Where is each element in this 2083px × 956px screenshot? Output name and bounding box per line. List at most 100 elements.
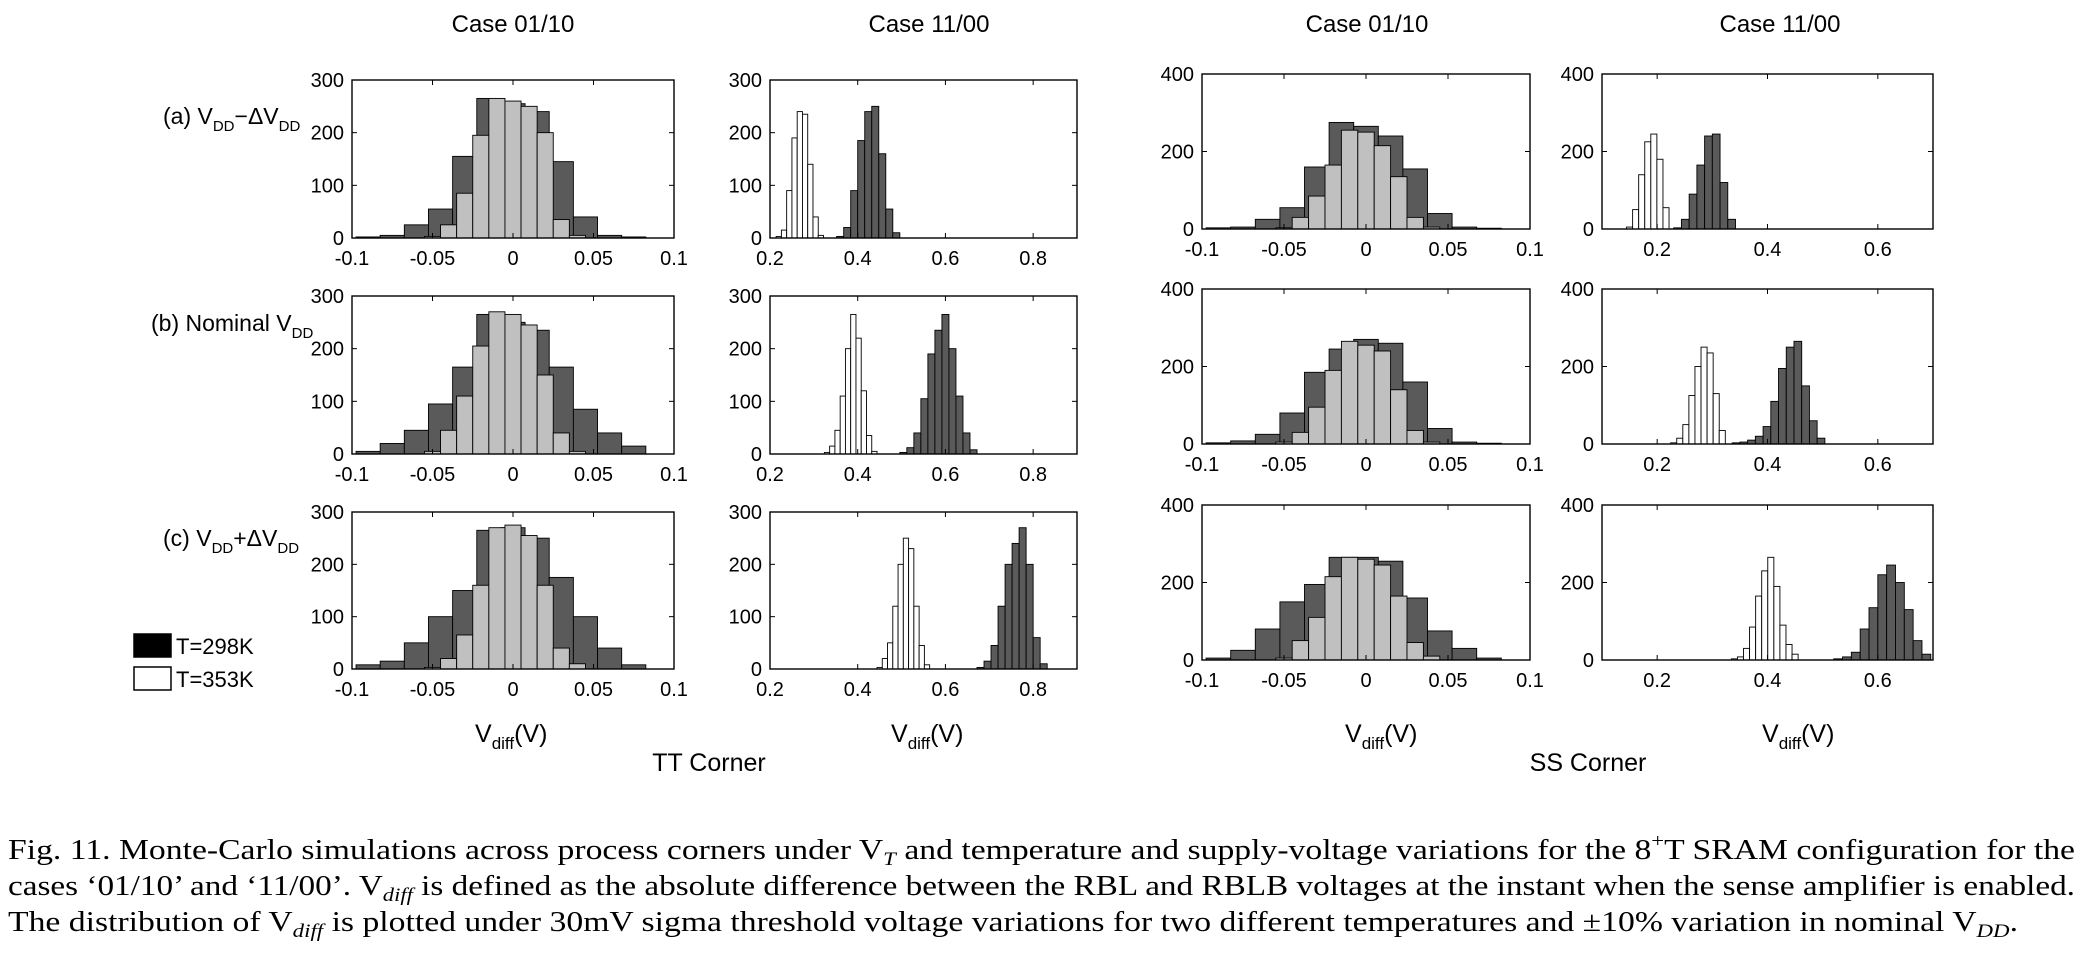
- y-tick-label: 300: [311, 70, 344, 92]
- bar-298k: [1254, 628, 1281, 661]
- x-tick-label: 0.1: [660, 464, 688, 486]
- x-tick-label: 0.1: [660, 248, 688, 270]
- bar-298k: [621, 445, 647, 455]
- x-tick-label: -0.1: [1185, 454, 1219, 476]
- plot-frame: [769, 295, 1078, 455]
- bar-353k: [520, 324, 538, 455]
- y-tick-label: 200: [1561, 573, 1594, 595]
- bar-298k: [1719, 182, 1729, 230]
- x-tick-label: 0.6: [932, 248, 960, 270]
- plot-frame: [769, 79, 1078, 239]
- col-title-ss-0110: Case 01/10: [1306, 11, 1429, 38]
- bar-298k: [906, 447, 915, 455]
- x-tick-label: 0.4: [844, 248, 872, 270]
- bar-298k: [934, 329, 943, 455]
- x-tick-label: 0.05: [1429, 239, 1468, 261]
- bar-353k: [1373, 145, 1392, 230]
- bar-298k: [1680, 218, 1690, 230]
- bar-353k: [536, 584, 554, 670]
- bar-353k: [918, 645, 925, 670]
- bar-353k: [520, 105, 538, 239]
- chart-tt-a-1100: 0 100 200 300 0.2 0.4 0.6 0.8: [729, 70, 1078, 270]
- legend-swatch-353k: [133, 666, 172, 691]
- bar-298k: [864, 111, 873, 239]
- plot-frame: [769, 511, 1078, 670]
- bar-353k: [456, 192, 474, 239]
- x-tick-label: 0.4: [1754, 454, 1782, 476]
- bar-298k: [1770, 400, 1779, 445]
- bar-353k: [807, 163, 814, 239]
- y-tick-label: 200: [311, 123, 344, 145]
- bar-353k: [1761, 570, 1769, 661]
- bar-298k: [920, 398, 929, 455]
- bar-298k: [1850, 651, 1861, 661]
- bar-298k: [1688, 193, 1698, 230]
- y-tick-label: 200: [1561, 357, 1594, 379]
- x-tick-label: -0.1: [335, 248, 369, 270]
- y-tick-label: 300: [311, 502, 344, 524]
- bar-353k: [1390, 389, 1408, 445]
- xlabel-tt-1100: Vdiff(V): [891, 720, 963, 753]
- y-tick-label: 200: [729, 123, 762, 145]
- bar-353k: [552, 432, 570, 455]
- bar-353k: [786, 190, 793, 239]
- bar-353k: [1308, 406, 1326, 445]
- chart-ss-b-0110: 0 200 400 -0.1 -0.05 0 0.05 0.1: [1161, 279, 1544, 476]
- y-tick-label: 100: [729, 175, 762, 197]
- bar-298k: [1921, 653, 1932, 661]
- bar-353k: [1700, 346, 1708, 445]
- bar-353k: [504, 524, 522, 670]
- bar-353k: [1755, 595, 1763, 661]
- x-tick-label: 0.05: [1429, 454, 1468, 476]
- bar-298k: [871, 105, 880, 239]
- chart-ss-a-0110: 0 200 400 -0.1 -0.05 0 0.05 0.1: [1161, 64, 1544, 261]
- bar-298k: [403, 429, 429, 455]
- bar-353k: [1688, 395, 1696, 445]
- bar-353k: [802, 113, 809, 239]
- x-tick-label: 0.8: [1019, 464, 1047, 486]
- x-tick-label: 0: [507, 464, 518, 486]
- chart-ss-a-1100: 0 200 400 0.2 0.4 0.6: [1561, 64, 1934, 261]
- bar-353k: [440, 224, 458, 239]
- x-tick-label: -0.05: [1261, 670, 1307, 692]
- bar-298k: [948, 348, 957, 455]
- bar-353k: [881, 658, 888, 670]
- bar-298k: [1451, 647, 1478, 661]
- legend-label-353k: T=353K: [176, 667, 254, 692]
- x-tick-label: -0.05: [1261, 239, 1307, 261]
- bar-353k: [1357, 131, 1375, 230]
- x-tick-label: 0: [1360, 454, 1371, 476]
- bar-298k: [990, 645, 999, 670]
- bar-353k: [834, 429, 841, 455]
- bar-298k: [403, 642, 429, 670]
- bar-353k: [1373, 564, 1392, 661]
- bar-353k: [1324, 164, 1342, 230]
- y-tick-label: 400: [1161, 64, 1194, 86]
- bar-353k: [1718, 429, 1726, 445]
- bar-353k: [791, 137, 798, 239]
- y-tick-label: 200: [1161, 357, 1194, 379]
- x-tick-label: -0.1: [1185, 239, 1219, 261]
- bar-298k: [379, 660, 405, 670]
- y-tick-label: 0: [333, 228, 344, 250]
- bar-298k: [878, 153, 887, 239]
- bar-353k: [844, 348, 852, 455]
- x-tick-label: 0: [1360, 239, 1371, 261]
- bar-353k: [472, 584, 490, 670]
- chart-ss-c-1100: 0 200 400 0.2 0.4 0.6: [1561, 495, 1934, 692]
- bar-298k: [1903, 609, 1914, 661]
- bar-298k: [1025, 563, 1034, 670]
- legend: T=298K T=353K: [133, 633, 254, 692]
- chart-ss-c-0110: 0 200 400 -0.1 -0.05 0 0.05 0.1: [1161, 495, 1544, 692]
- bar-298k: [1816, 437, 1826, 445]
- legend-label-298k: T=298K: [176, 634, 254, 659]
- bar-353k: [472, 134, 490, 239]
- col-title-tt-0110: Case 01/10: [452, 11, 575, 38]
- bar-298k: [927, 353, 936, 455]
- x-tick-label: 0.8: [1019, 248, 1047, 270]
- bar-353k: [440, 429, 458, 455]
- bar-353k: [902, 537, 910, 670]
- bar-353k: [1638, 174, 1646, 230]
- x-tick-label: 0.2: [1643, 454, 1671, 476]
- row-label-c: (c) VDD+ΔVDD: [163, 525, 299, 557]
